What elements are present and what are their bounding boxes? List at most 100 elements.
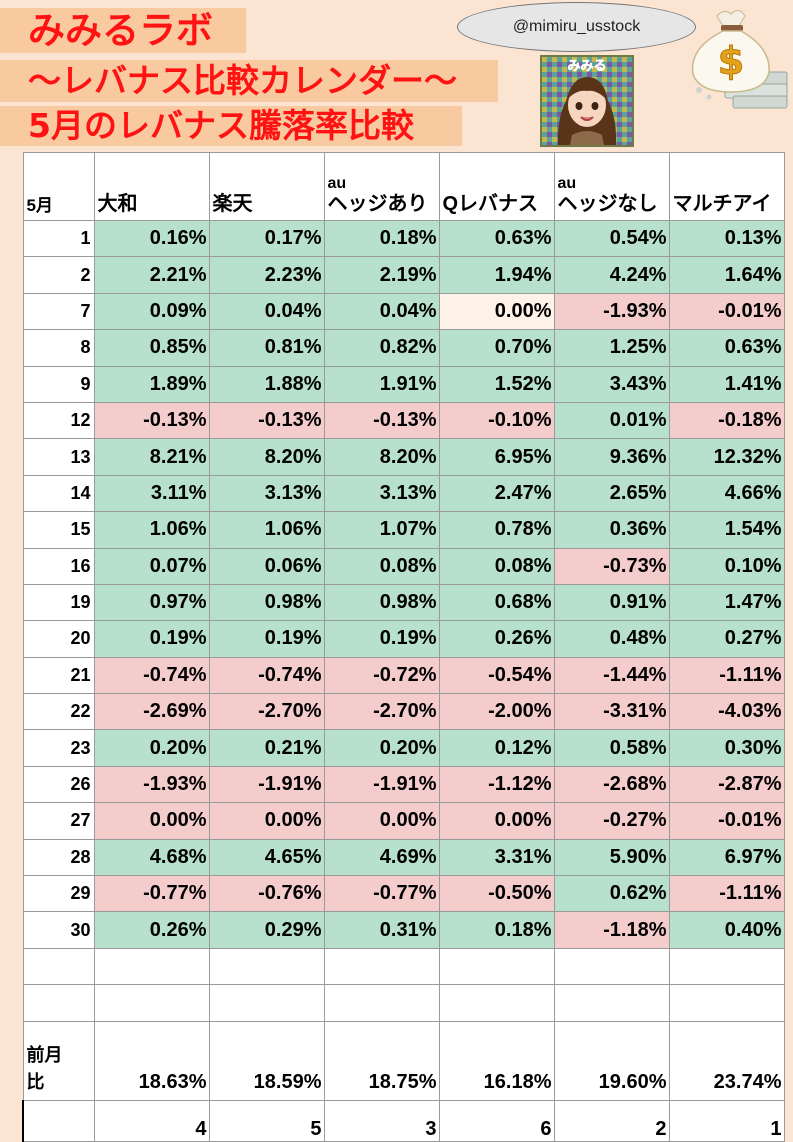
value-cell: 1.06% xyxy=(208,511,325,549)
value-cell: -0.01% xyxy=(668,802,785,840)
value-cell: 0.12% xyxy=(438,729,555,767)
empty-cell xyxy=(553,984,670,1022)
day-cell: 22 xyxy=(22,693,95,731)
header-month: 5月 xyxy=(22,152,95,221)
column-header-prefix: au xyxy=(557,174,577,192)
value-cell: -2.70% xyxy=(208,693,325,731)
monthly-total-label: 前月比 xyxy=(22,1021,95,1101)
value-cell: 0.26% xyxy=(93,911,210,949)
value-cell: 0.04% xyxy=(208,292,325,331)
value-cell: 8.20% xyxy=(208,438,325,476)
money-bag-icon: $ xyxy=(679,0,793,110)
value-cell: 0.54% xyxy=(553,219,670,258)
value-cell: -1.11% xyxy=(668,656,785,695)
day-cell: 9 xyxy=(22,365,95,403)
column-header-name: ヘッジあり xyxy=(327,193,428,215)
value-cell: -2.00% xyxy=(438,693,555,731)
value-cell: -2.69% xyxy=(93,693,210,731)
value-cell: -0.50% xyxy=(438,875,555,913)
day-cell: 8 xyxy=(22,329,95,367)
avatar-image: みみる xyxy=(540,55,634,147)
value-cell: 4.68% xyxy=(93,838,210,877)
value-cell: 5.90% xyxy=(553,838,670,877)
value-cell: 0.09% xyxy=(93,292,210,331)
monthly-total-cell: 18.59% xyxy=(208,1021,325,1101)
column-header: au ヘッジあり xyxy=(323,152,440,221)
empty-cell xyxy=(438,947,555,986)
value-cell: 0.08% xyxy=(323,547,440,585)
title-month-comparison: 5月のレバナス騰落率比較 xyxy=(0,106,462,146)
value-cell: 0.18% xyxy=(438,911,555,949)
value-cell: 2.21% xyxy=(93,256,210,294)
value-cell: 0.00% xyxy=(438,292,555,331)
value-cell: 1.41% xyxy=(668,365,785,403)
table-row: 1 0.16% 0.17% 0.18% 0.63% 0.54% 0.13% xyxy=(22,219,785,258)
value-cell: 1.64% xyxy=(668,256,785,294)
column-header-name: 大和 xyxy=(97,193,138,215)
day-cell: 19 xyxy=(22,583,95,622)
table-row: 27 0.00% 0.00% 0.00% 0.00% -0.27% -0.01% xyxy=(22,802,785,840)
day-cell: 14 xyxy=(22,474,95,513)
value-cell: 0.40% xyxy=(668,911,785,949)
table-row: 14 3.11% 3.13% 3.13% 2.47% 2.65% 4.66% xyxy=(22,474,785,513)
value-cell: 3.11% xyxy=(93,474,210,513)
leveraged-nasdaq-comparison-table: 5月 大和 楽天 au ヘッジあり Qレバナス au ヘッジなし マルチアイ 1 0.16% 0.17… xyxy=(22,152,785,1142)
day-cell: 12 xyxy=(22,401,95,440)
rank-cell: 6 xyxy=(438,1100,555,1142)
twitter-handle: @mimiru_usstock xyxy=(512,18,641,35)
column-header: マルチアイ xyxy=(668,152,785,221)
dollar-symbol: $ xyxy=(718,39,744,83)
empty-cell xyxy=(22,984,95,1022)
table-row: 23 0.20% 0.21% 0.20% 0.12% 0.58% 0.30% xyxy=(22,729,785,767)
value-cell: 0.08% xyxy=(438,547,555,585)
value-cell: -0.13% xyxy=(208,401,325,440)
monthly-total-cell: 18.63% xyxy=(93,1021,210,1101)
empty-cell xyxy=(93,984,210,1022)
value-cell: 2.47% xyxy=(438,474,555,513)
column-header-name: Qレバナス xyxy=(442,193,539,215)
value-cell: 0.29% xyxy=(208,911,325,949)
rank-cell: 2 xyxy=(553,1100,670,1142)
value-cell: 0.16% xyxy=(93,219,210,258)
monthly-total-cell: 23.74% xyxy=(668,1021,785,1101)
value-cell: 2.19% xyxy=(323,256,440,294)
column-header-prefix: au xyxy=(327,174,347,192)
rank-cell: 1 xyxy=(668,1100,785,1142)
value-cell: -1.93% xyxy=(553,292,670,331)
title-main: みみるラボ xyxy=(0,8,246,53)
value-cell: 0.00% xyxy=(323,802,440,840)
value-cell: 1.91% xyxy=(323,365,440,403)
column-header-name: 楽天 xyxy=(212,193,253,215)
table-row: 22 -2.69% -2.70% -2.70% -2.00% -3.31% -4.03% xyxy=(22,693,785,731)
day-cell: 23 xyxy=(22,729,95,767)
value-cell: -1.18% xyxy=(553,911,670,949)
blank-row xyxy=(22,947,785,986)
value-cell: 0.63% xyxy=(438,219,555,258)
value-cell: 0.20% xyxy=(93,729,210,767)
table-row: 26 -1.93% -1.91% -1.91% -1.12% -2.68% -2.87% xyxy=(22,765,785,804)
table-row: 29 -0.77% -0.76% -0.77% -0.50% 0.62% -1.11% xyxy=(22,875,785,913)
value-cell: -2.87% xyxy=(668,765,785,804)
value-cell: 8.20% xyxy=(323,438,440,476)
column-header-name: マルチアイ xyxy=(672,193,772,215)
handle-speech-bubble: @mimiru_usstock xyxy=(457,2,696,52)
value-cell: 0.06% xyxy=(208,547,325,585)
empty-cell xyxy=(208,984,325,1022)
value-cell: 0.70% xyxy=(438,329,555,367)
value-cell: 3.13% xyxy=(208,474,325,513)
value-cell: 1.25% xyxy=(553,329,670,367)
table-row: 9 1.89% 1.88% 1.91% 1.52% 3.43% 1.41% xyxy=(22,365,785,403)
value-cell: 0.81% xyxy=(208,329,325,367)
value-cell: -2.70% xyxy=(323,693,440,731)
table-row: 28 4.68% 4.65% 4.69% 3.31% 5.90% 6.97% xyxy=(22,838,785,877)
value-cell: -0.13% xyxy=(323,401,440,440)
value-cell: 0.18% xyxy=(323,219,440,258)
column-header: 大和 xyxy=(93,152,210,221)
value-cell: -0.27% xyxy=(553,802,670,840)
day-cell: 1 xyxy=(22,219,95,258)
rank-cell: 3 xyxy=(323,1100,440,1142)
value-cell: 0.00% xyxy=(208,802,325,840)
day-cell: 21 xyxy=(22,656,95,695)
value-cell: 1.52% xyxy=(438,365,555,403)
